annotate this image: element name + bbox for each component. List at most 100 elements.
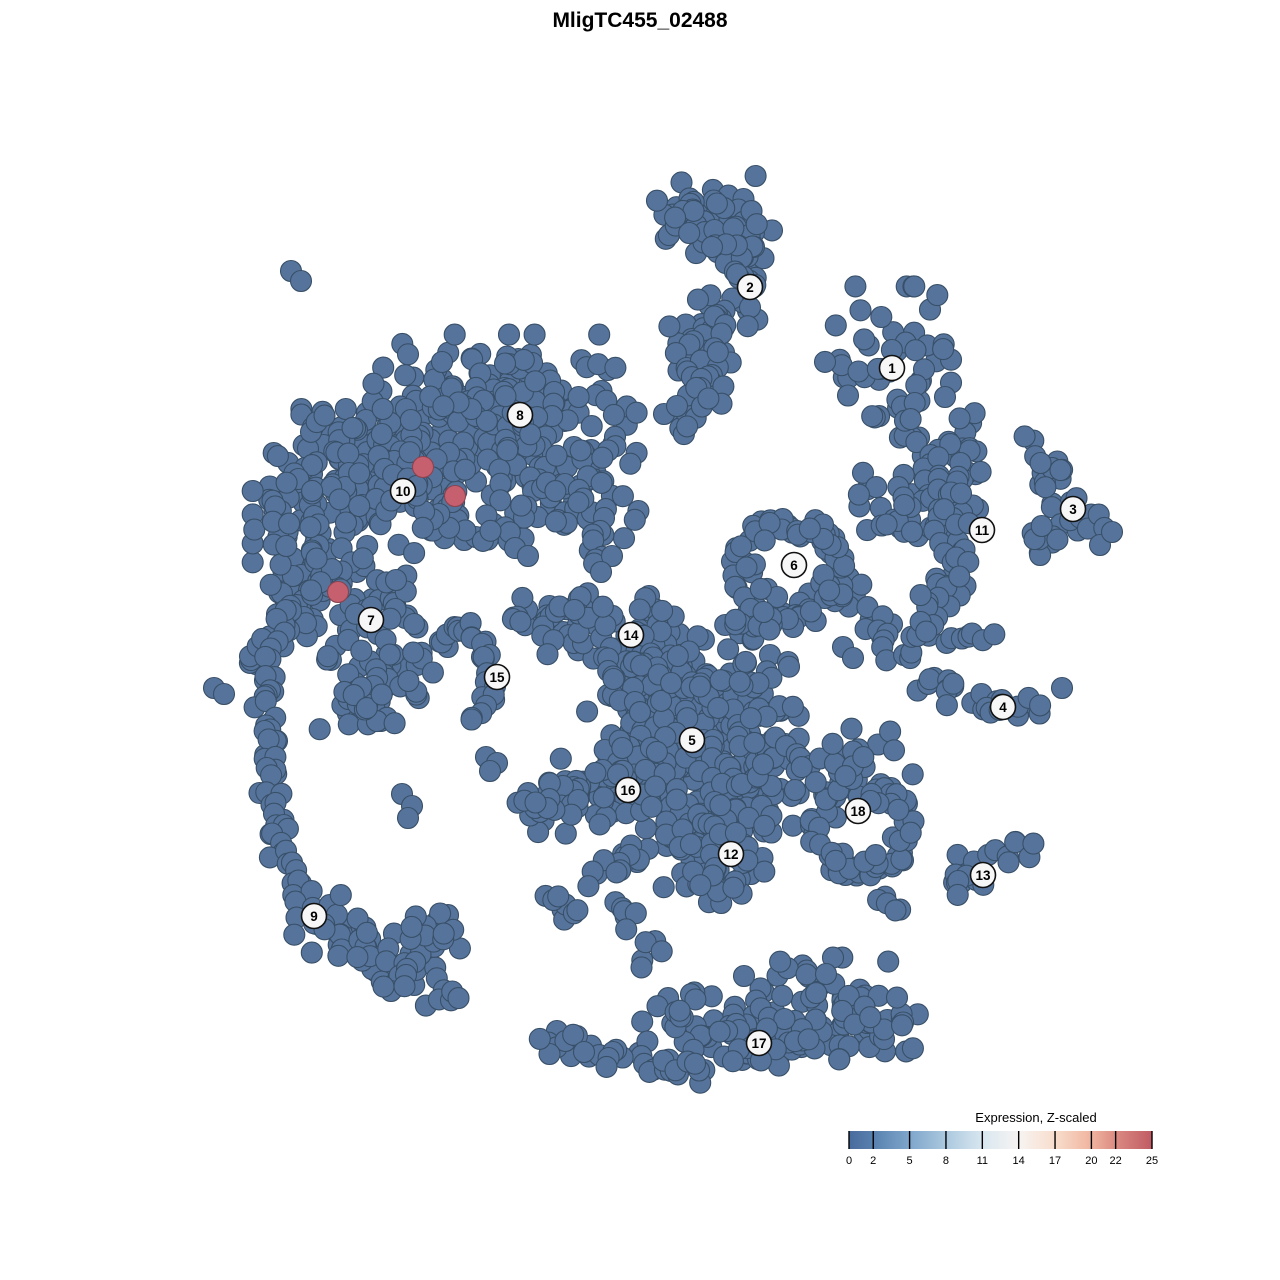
data-point: [709, 669, 732, 692]
data-point: [572, 1040, 596, 1064]
data-point: [489, 489, 512, 512]
data-point: [278, 512, 301, 535]
data-point: [900, 520, 924, 543]
cluster-label-5: 5: [678, 726, 706, 754]
data-point: [566, 899, 589, 922]
data-point: [432, 395, 455, 418]
data-point: [879, 720, 902, 743]
data-point: [679, 833, 702, 856]
cluster-label-13: 13: [969, 861, 997, 889]
svg-text:9: 9: [310, 909, 318, 924]
cluster-label-1: 1: [878, 354, 906, 382]
data-point: [600, 544, 624, 568]
data-point: [836, 384, 860, 407]
expression-legend: Expression, Z-scaled 0 2 5 8 11 14 17 20 22 25: [846, 1110, 1158, 1167]
data-point: [890, 848, 913, 871]
data-point: [628, 701, 652, 724]
svg-text:6: 6: [790, 558, 798, 573]
data-point: [899, 821, 922, 844]
data-point: [430, 350, 454, 374]
data-point: [739, 707, 762, 730]
data-point: [650, 689, 673, 712]
data-point: [411, 516, 434, 539]
data-point: [777, 655, 801, 678]
data-point: [909, 584, 932, 607]
legend-tick-label: 25: [1146, 1155, 1158, 1167]
data-point: [595, 1055, 618, 1078]
data-point: [478, 759, 502, 783]
data-point: [1030, 514, 1053, 538]
data-point: [337, 713, 360, 736]
data-point: [915, 620, 938, 643]
data-point: [591, 446, 614, 469]
data-point: [212, 682, 236, 706]
data-point: [554, 822, 577, 845]
data-point: [847, 483, 870, 506]
data-point: [948, 565, 971, 588]
data-point: [269, 553, 292, 576]
data-point: [887, 798, 910, 821]
data-point: [753, 860, 776, 883]
data-point: [619, 452, 642, 475]
data-point: [447, 987, 470, 1010]
data-point: [658, 315, 681, 338]
data-point: [396, 806, 420, 830]
cluster-label-14: 14: [617, 621, 645, 649]
highlighted-data-point: [326, 580, 350, 604]
data-point: [346, 946, 369, 969]
cluster-label-6: 6: [780, 551, 808, 579]
data-point: [752, 600, 775, 624]
cluster-label-8: 8: [506, 401, 534, 429]
highlighted-points-layer: [326, 455, 467, 604]
svg-text:13: 13: [975, 868, 991, 883]
data-point: [697, 387, 720, 410]
data-point: [615, 918, 638, 941]
data-point: [1029, 451, 1052, 475]
svg-text:5: 5: [688, 733, 696, 748]
data-point: [348, 494, 371, 518]
data-point: [730, 535, 753, 558]
data-point: [901, 1037, 924, 1060]
data-point: [751, 753, 775, 776]
data-point: [813, 350, 837, 373]
data-point: [884, 899, 907, 922]
data-point: [948, 407, 971, 430]
data-point: [372, 356, 395, 379]
data-point: [997, 851, 1020, 874]
data-point: [362, 372, 385, 395]
data-point: [623, 508, 646, 531]
data-point: [519, 423, 542, 446]
data-point: [969, 460, 992, 483]
data-point: [259, 573, 282, 596]
legend-tick-label: 17: [1049, 1155, 1061, 1167]
data-point: [721, 1050, 744, 1073]
data-point: [903, 275, 926, 298]
data-point: [624, 902, 647, 925]
data-point: [337, 442, 360, 465]
data-point: [932, 338, 955, 361]
data-point: [509, 610, 532, 633]
data-point: [645, 740, 668, 763]
data-point: [329, 884, 352, 907]
data-point: [328, 488, 351, 511]
data-point: [844, 275, 867, 298]
data-point: [402, 612, 426, 636]
data-point: [783, 778, 807, 802]
data-point: [254, 645, 277, 668]
data-point: [254, 690, 277, 713]
data-point: [334, 511, 358, 534]
data-point: [700, 235, 724, 259]
data-point: [735, 556, 758, 579]
data-point: [394, 364, 417, 387]
data-point: [684, 988, 707, 1011]
data-point: [569, 439, 592, 462]
data-point: [678, 221, 701, 245]
data-point: [301, 479, 324, 502]
data-point: [493, 352, 517, 375]
cluster-label-3: 3: [1059, 495, 1087, 523]
data-point: [652, 876, 675, 899]
data-point: [1050, 676, 1074, 700]
data-point: [1046, 528, 1069, 551]
legend-ticks: 0 2 5 8 11 14 17 20 22 25: [846, 1131, 1158, 1167]
